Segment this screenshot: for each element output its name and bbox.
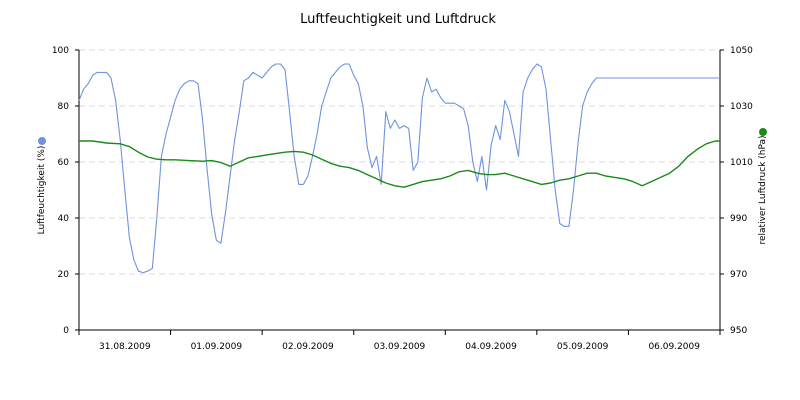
y-left-tick-label: 60 bbox=[58, 158, 70, 168]
y-axis-left-title: Luftfeuchtigkeit (%) bbox=[37, 146, 47, 235]
y-left-ticks: 0 20 40 60 80 100 bbox=[52, 46, 79, 336]
y-right-tick-label: 950 bbox=[730, 326, 747, 336]
x-tick-label: 02.09.2009 bbox=[282, 342, 334, 352]
legend-marker-pressure bbox=[759, 128, 767, 136]
x-tick-label: 05.09.2009 bbox=[557, 342, 609, 352]
y-left-tick-label: 40 bbox=[58, 214, 70, 224]
x-tick-label: 04.09.2009 bbox=[465, 342, 517, 352]
y-left-tick-label: 100 bbox=[52, 46, 69, 56]
y-right-tick-label: 1030 bbox=[730, 102, 753, 112]
y-right-ticks: 950 970 990 1010 1030 1050 bbox=[720, 46, 753, 336]
series-line-humidity bbox=[78, 63, 720, 274]
x-ticks: 31.08.2009 01.09.2009 02.09.2009 03.09.2009… bbox=[78, 330, 721, 352]
chart-title: Luftfeuchtigkeit und Luftdruck bbox=[300, 12, 496, 27]
y-right-tick-label: 990 bbox=[730, 214, 747, 224]
series-group bbox=[78, 63, 720, 274]
legend-marker-humidity bbox=[38, 137, 46, 145]
x-tick-label: 01.09.2009 bbox=[191, 342, 243, 352]
y-left-tick-label: 20 bbox=[58, 270, 70, 280]
y-axis-right-title: relativer Luftdruck (hPa) bbox=[758, 135, 768, 244]
y-left-tick-label: 0 bbox=[63, 326, 69, 336]
y-right-tick-label: 1010 bbox=[730, 158, 753, 168]
series-line-pressure bbox=[79, 140, 720, 188]
y-left-tick-label: 80 bbox=[58, 102, 70, 112]
axes bbox=[78, 50, 721, 331]
x-tick-label: 31.08.2009 bbox=[99, 342, 151, 352]
x-tick-label: 06.09.2009 bbox=[648, 342, 700, 352]
x-tick-label: 03.09.2009 bbox=[374, 342, 426, 352]
y-right-tick-label: 970 bbox=[730, 270, 747, 280]
grid bbox=[79, 49, 720, 275]
y-right-tick-label: 1050 bbox=[730, 46, 753, 56]
